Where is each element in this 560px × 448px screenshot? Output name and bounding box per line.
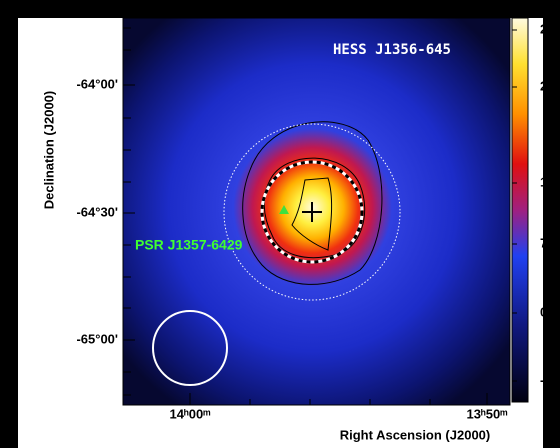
- colorbar-label: 14: [540, 174, 555, 189]
- y-tick-label: -64°00': [76, 76, 118, 91]
- x-tick-label: 14ʰ00ᵐ: [169, 406, 211, 421]
- colorbar-label: 7: [540, 235, 547, 250]
- colorbar-label: 21: [540, 78, 554, 93]
- figure-title: HESS J1356-645: [333, 42, 451, 58]
- y-tick-label: -65°00': [76, 331, 118, 346]
- colorbar-label: -7: [540, 372, 552, 387]
- x-axis-label: Right Ascension (J2000): [340, 427, 491, 442]
- y-axis-label: Declination (J2000): [41, 91, 56, 210]
- x-tick-label: 13ʰ50ᵐ: [466, 406, 508, 421]
- colorbar: [512, 18, 528, 402]
- colorbar-label: 0: [540, 304, 547, 319]
- figure: HESS J1356-645 PSR J1357-6429 -64°00' -6…: [0, 0, 560, 448]
- source-label: PSR J1357-6429: [135, 237, 243, 253]
- colorbar-label: 28: [540, 21, 554, 36]
- y-tick-label: -64°30': [76, 204, 118, 219]
